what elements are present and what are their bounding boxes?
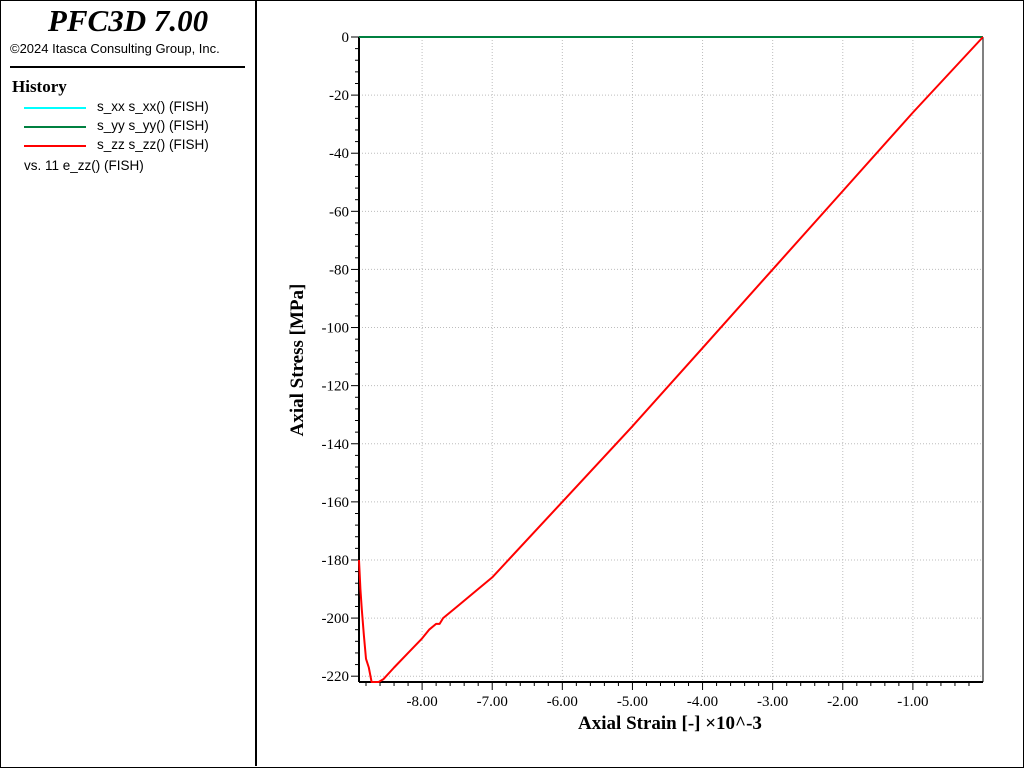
y-tick-label: -80 — [329, 262, 349, 278]
copyright-text: ©2024 Itasca Consulting Group, Inc. — [10, 41, 220, 56]
x-tick-label: -7.00 — [477, 694, 508, 710]
legend-label-s-yy: s_yy s_yy() (FISH) — [97, 118, 209, 133]
y-tick-label: -200 — [322, 611, 350, 627]
y-tick-label: -220 — [322, 669, 350, 685]
legend-swatch-s-xx — [24, 107, 86, 109]
series — [358, 36, 984, 683]
y-tick-label: -100 — [322, 321, 350, 337]
x-axis-title: Axial Strain [-] ×10^-3 — [578, 713, 762, 734]
legend-swatch-s-zz — [24, 145, 86, 147]
y-axis-title: Axial Stress [MPa] — [287, 284, 308, 437]
ticks: -8.00 -7.00 -6.00 -5.00 -4.00 -3.00 -2.00 -1.00… — [322, 30, 970, 710]
y-tick-label: -20 — [329, 88, 349, 104]
x-tick-label: -2.00 — [827, 694, 858, 710]
x-tick-label: -4.00 — [687, 694, 718, 710]
app-title: PFC3D 7.00 — [47, 3, 209, 38]
y-tick-label: -160 — [322, 495, 350, 511]
axes — [358, 37, 984, 683]
y-tick-label: -40 — [329, 146, 349, 162]
legend-label-s-xx: s_xx s_xx() (FISH) — [97, 99, 209, 114]
legend-label-s-zz: s_zz s_zz() (FISH) — [97, 137, 209, 152]
x-tick-label: -5.00 — [617, 694, 648, 710]
divider — [10, 66, 245, 68]
legend-swatch-s-yy — [24, 126, 86, 128]
x-tick-label: -6.00 — [547, 694, 578, 710]
y-tick-label: 0 — [342, 30, 350, 46]
legend-panel: PFC3D 7.00 ©2024 Itasca Consulting Group… — [1, 1, 257, 766]
y-tick-label: -140 — [322, 437, 350, 453]
grid — [359, 37, 983, 682]
series-line-3 — [358, 36, 984, 683]
legend-x-variable: vs. 11 e_zz() (FISH) — [24, 158, 144, 173]
x-tick-label: -8.00 — [406, 694, 437, 710]
y-tick-label: -180 — [322, 553, 350, 569]
x-tick-label: -3.00 — [757, 694, 788, 710]
x-tick-label: -1.00 — [897, 694, 928, 710]
legend-heading: History — [12, 77, 67, 96]
y-tick-label: -120 — [322, 379, 350, 395]
y-tick-label: -60 — [329, 204, 349, 220]
